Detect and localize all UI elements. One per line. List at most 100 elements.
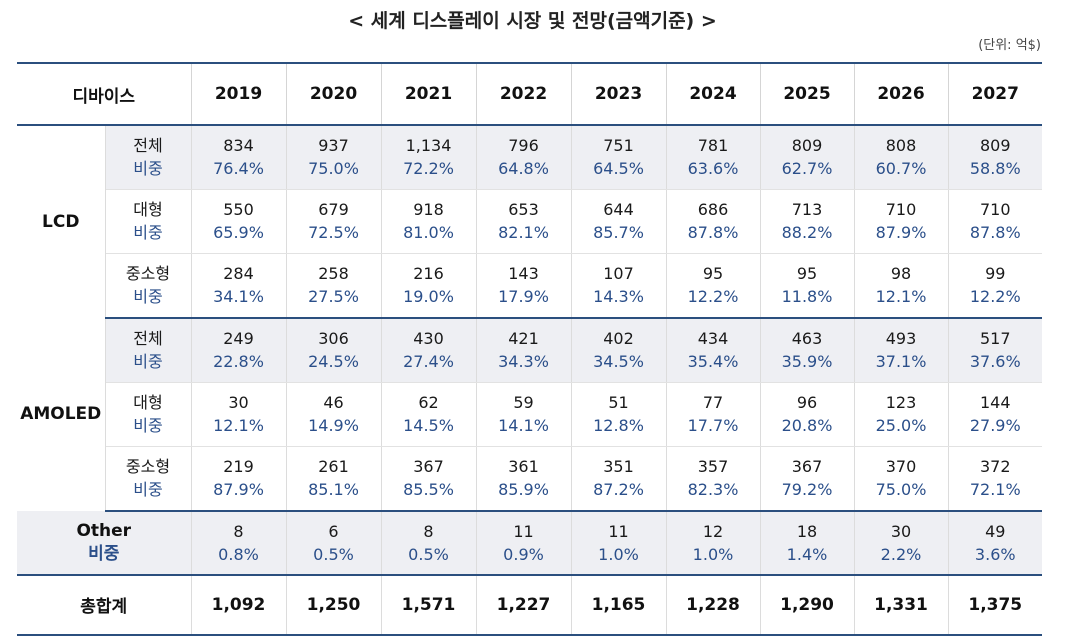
value-cell: 95 11.8% bbox=[759, 253, 854, 319]
value-cell: 143 17.9% bbox=[475, 253, 571, 319]
value-cell: 96 20.8% bbox=[759, 382, 854, 447]
amount-value: 62 bbox=[418, 393, 439, 413]
amount-value: 6 bbox=[328, 521, 339, 541]
total-value: 1,331 bbox=[853, 574, 948, 636]
value-cell: 95 12.2% bbox=[665, 253, 760, 319]
amount-value: 51 bbox=[608, 393, 629, 413]
share-value: 24.5% bbox=[308, 352, 359, 372]
value-cell: 49 3.6% bbox=[947, 510, 1042, 576]
table-row-other: Other 비중 8 0.8% 6 0.5% 8 0.5% 11 0.9% 11 1.0% 12 1.0%… bbox=[17, 510, 1042, 576]
share-value: 19.0% bbox=[403, 287, 454, 307]
share-value: 76.4% bbox=[213, 159, 264, 179]
value-cell: 367 85.5% bbox=[380, 446, 476, 512]
value-cell: 357 82.3% bbox=[665, 446, 760, 512]
amount-value: 46 bbox=[323, 393, 344, 413]
share-value: 63.6% bbox=[687, 159, 739, 179]
share-value: 12.2% bbox=[687, 287, 739, 307]
share-value: 17.7% bbox=[687, 416, 739, 436]
total-value: 1,227 bbox=[475, 574, 571, 636]
share-value: 85.9% bbox=[498, 480, 549, 500]
amount-value: 249 bbox=[223, 329, 254, 349]
share-value: 1.0% bbox=[598, 544, 639, 564]
amount-value: 143 bbox=[508, 264, 539, 284]
value-cell: 99 12.2% bbox=[947, 253, 1042, 319]
share-value: 25.0% bbox=[875, 416, 927, 436]
share-value: 34.3% bbox=[498, 352, 549, 372]
value-cell: 402 34.5% bbox=[570, 317, 666, 383]
share-label: 비중 bbox=[133, 159, 163, 179]
amount-value: 357 bbox=[697, 457, 729, 477]
value-cell: 361 85.9% bbox=[475, 446, 571, 512]
value-cell: 62 14.5% bbox=[380, 382, 476, 447]
share-value: 1.4% bbox=[786, 544, 828, 564]
amount-value: 686 bbox=[697, 200, 729, 220]
share-value: 17.9% bbox=[498, 287, 549, 307]
share-value: 72.2% bbox=[403, 159, 454, 179]
amount-value: 8 bbox=[423, 521, 434, 541]
share-value: 87.8% bbox=[687, 223, 739, 243]
value-cell: 710 87.9% bbox=[853, 189, 948, 255]
value-cell: 809 62.7% bbox=[759, 125, 854, 190]
share-value: 35.9% bbox=[781, 352, 833, 372]
amount-value: 30 bbox=[228, 393, 249, 413]
share-value: 2.2% bbox=[880, 544, 922, 564]
share-value: 27.5% bbox=[308, 287, 359, 307]
share-value: 37.6% bbox=[969, 352, 1021, 372]
value-cell: 30 12.1% bbox=[190, 382, 286, 447]
amount-value: 809 bbox=[979, 136, 1011, 156]
value-cell: 11 0.9% bbox=[475, 510, 571, 576]
sub-category-cell: 중소형 비중 bbox=[105, 253, 191, 319]
total-value: 1,571 bbox=[380, 574, 476, 636]
amount-value: 123 bbox=[885, 393, 917, 413]
amount-value: 107 bbox=[603, 264, 634, 284]
value-cell: 781 63.6% bbox=[665, 125, 760, 190]
table-row: LCD 전체 비중 834 76.4% 937 75.0% 1,134 72.2% 796 64.8… bbox=[17, 125, 1042, 318]
amount-value: 261 bbox=[318, 457, 349, 477]
value-cell: 77 17.7% bbox=[665, 382, 760, 447]
share-value: 12.1% bbox=[213, 416, 264, 436]
table-title: < 세계 디스플레이 시장 및 전망(금액기준) > bbox=[348, 10, 717, 32]
year-header: 2027 bbox=[947, 62, 1042, 126]
value-cell: 284 34.1% bbox=[190, 253, 286, 319]
share-value: 79.2% bbox=[781, 480, 833, 500]
amount-value: 367 bbox=[413, 457, 444, 477]
amount-value: 808 bbox=[885, 136, 917, 156]
value-cell: 751 64.5% bbox=[570, 125, 666, 190]
amount-value: 219 bbox=[223, 457, 254, 477]
other-share-label: 비중 bbox=[88, 543, 120, 564]
amount-value: 258 bbox=[318, 264, 349, 284]
amount-value: 49 bbox=[985, 521, 1006, 541]
sub-category-label: 중소형 bbox=[125, 457, 171, 477]
share-value: 14.9% bbox=[308, 416, 359, 436]
share-value: 64.5% bbox=[593, 159, 644, 179]
value-cell: 18 1.4% bbox=[759, 510, 854, 576]
value-cell: 12 1.0% bbox=[665, 510, 760, 576]
value-cell: 421 34.3% bbox=[475, 317, 571, 383]
share-value: 85.1% bbox=[308, 480, 359, 500]
year-header: 2025 bbox=[759, 62, 854, 126]
share-value: 82.1% bbox=[498, 223, 549, 243]
sub-category-cell: 중소형 비중 bbox=[105, 446, 191, 512]
share-value: 37.1% bbox=[875, 352, 927, 372]
year-header: 2019 bbox=[190, 62, 286, 126]
share-value: 12.8% bbox=[593, 416, 644, 436]
amount-value: 99 bbox=[985, 264, 1006, 284]
amount-value: 1,134 bbox=[405, 136, 452, 156]
share-value: 85.5% bbox=[403, 480, 454, 500]
value-cell: 8 0.8% bbox=[190, 510, 286, 576]
year-header: 2023 bbox=[570, 62, 666, 126]
value-cell: 123 25.0% bbox=[853, 382, 948, 447]
share-value: 14.3% bbox=[593, 287, 644, 307]
share-value: 75.0% bbox=[308, 159, 359, 179]
total-value: 1,165 bbox=[570, 574, 666, 636]
amount-value: 679 bbox=[318, 200, 349, 220]
share-value: 12.2% bbox=[969, 287, 1021, 307]
table-row: 중소형 비중 219 87.9% 261 85.1% 367 85.5% 361 85.9% 351… bbox=[17, 446, 1042, 512]
value-cell: 249 22.8% bbox=[190, 317, 286, 383]
amount-value: 59 bbox=[513, 393, 534, 413]
value-cell: 937 75.0% bbox=[285, 125, 381, 190]
table-row-total: 총합계 1,092 1,250 1,571 1,227 1,165 1,228 1,290 1,… bbox=[17, 574, 1042, 636]
value-cell: 11 1.0% bbox=[570, 510, 666, 576]
table-row: 중소형 비중 284 34.1% 258 27.5% 216 19.0% 143 17.9% 107… bbox=[17, 253, 1042, 319]
year-header: 2024 bbox=[665, 62, 760, 126]
